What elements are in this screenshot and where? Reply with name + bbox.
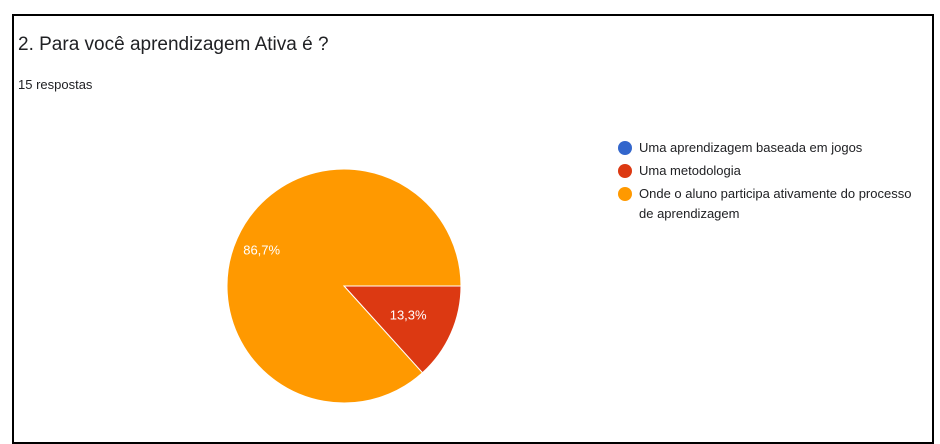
pie-label-1: 13,3% bbox=[390, 307, 427, 322]
legend-item-jogos[interactable]: Uma aprendizagem baseada em jogos bbox=[618, 138, 918, 158]
pie-label-2: 86,7% bbox=[243, 242, 280, 257]
legend-item-metodologia[interactable]: Uma metodologia bbox=[618, 161, 918, 181]
chart-card bbox=[12, 14, 934, 444]
pie-slice-1[interactable] bbox=[342, 285, 462, 374]
legend-dot-jogos bbox=[618, 141, 632, 155]
legend-label-aluno: Onde o aluno participa ativamente do pro… bbox=[639, 186, 912, 221]
legend-dot-metodologia bbox=[618, 164, 632, 178]
legend-label-metodologia: Uma metodologia bbox=[639, 163, 741, 178]
legend-label-jogos: Uma aprendizagem baseada em jogos bbox=[639, 140, 863, 155]
legend: Uma aprendizagem baseada em jogos Uma me… bbox=[618, 138, 918, 227]
response-count: 15 respostas bbox=[18, 77, 93, 92]
question-title: 2. Para você aprendizagem Ativa é ? bbox=[18, 34, 329, 55]
pie-slice-2[interactable] bbox=[226, 168, 462, 404]
legend-item-aluno[interactable]: Onde o aluno participa ativamente do pro… bbox=[618, 184, 918, 224]
legend-dot-aluno bbox=[618, 187, 632, 201]
